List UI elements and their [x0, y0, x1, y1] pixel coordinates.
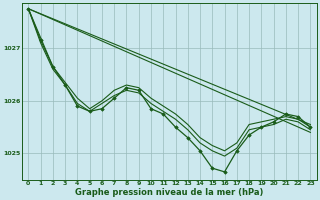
X-axis label: Graphe pression niveau de la mer (hPa): Graphe pression niveau de la mer (hPa) [75, 188, 264, 197]
